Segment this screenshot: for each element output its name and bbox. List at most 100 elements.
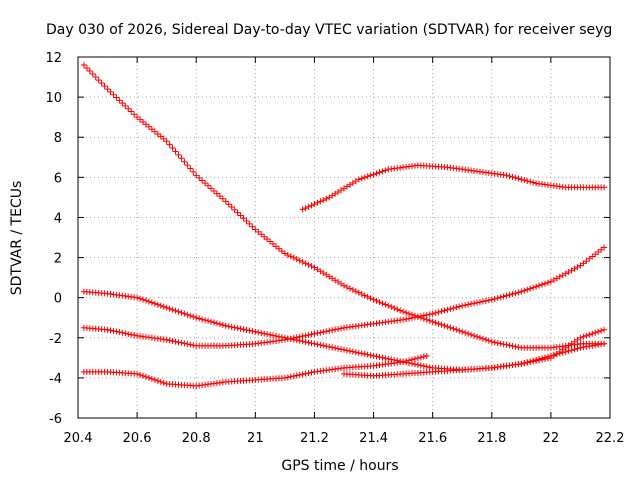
data-point [468, 300, 475, 307]
data-point [488, 338, 495, 345]
data-point [225, 323, 232, 330]
data-point [450, 325, 457, 332]
data-point [544, 355, 551, 362]
data-point [465, 330, 472, 337]
data-point [541, 356, 548, 363]
data-point [358, 291, 365, 298]
data-point [122, 102, 129, 109]
data-point [314, 199, 321, 206]
data-point [373, 170, 380, 177]
data-point [293, 256, 300, 263]
data-point [172, 338, 179, 345]
data-point [284, 336, 291, 343]
data-point [423, 363, 430, 370]
data-point [314, 341, 321, 348]
data-point [246, 220, 253, 227]
data-point [382, 167, 389, 174]
data-point [539, 356, 546, 363]
data-point [515, 289, 522, 296]
data-point [527, 359, 534, 366]
data-point [166, 305, 173, 312]
data-point [320, 342, 327, 349]
data-point [397, 307, 404, 314]
data-point [305, 261, 312, 268]
data-point [134, 370, 141, 377]
data-point [252, 328, 259, 335]
x-tick-label: 21 [247, 431, 264, 446]
data-point [509, 173, 516, 180]
data-point [530, 179, 537, 186]
data-point [388, 303, 395, 310]
data-point [184, 340, 191, 347]
data-point [598, 327, 605, 334]
data-point [213, 190, 220, 197]
data-point [216, 321, 223, 328]
data-point [358, 175, 365, 182]
data-point [249, 223, 256, 230]
data-point [205, 182, 212, 189]
data-point [320, 197, 327, 204]
data-point [414, 355, 421, 362]
data-point [518, 360, 525, 367]
data-point [411, 361, 418, 368]
data-point [267, 331, 274, 338]
series-sat-f [341, 326, 608, 379]
data-point [169, 145, 176, 152]
data-point [284, 251, 291, 258]
data-point [290, 373, 297, 380]
data-point [485, 297, 492, 304]
data-point [231, 206, 238, 213]
data-point [450, 305, 457, 312]
data-point [142, 297, 149, 304]
data-point [544, 279, 551, 286]
data-point [533, 283, 540, 290]
data-point [107, 88, 114, 95]
x-tick-label: 21.4 [359, 431, 388, 446]
data-point [406, 315, 413, 322]
data-point [299, 206, 306, 213]
data-point [113, 328, 120, 335]
data-point [355, 349, 362, 356]
data-point [281, 374, 288, 381]
data-point [506, 173, 513, 180]
data-point [154, 377, 161, 384]
data-point [521, 287, 528, 294]
data-point [485, 337, 492, 344]
data-point [364, 293, 371, 300]
data-point [240, 215, 247, 222]
data-point [426, 311, 433, 318]
data-point [524, 286, 531, 293]
data-point [408, 314, 415, 321]
data-point [411, 355, 418, 362]
data-point [163, 304, 170, 311]
data-point [541, 280, 548, 287]
data-point [571, 346, 578, 353]
data-point [104, 326, 111, 333]
data-point [391, 305, 398, 312]
data-point [86, 68, 93, 75]
data-point [403, 309, 410, 316]
data-point [453, 326, 460, 333]
data-point [329, 344, 336, 351]
series-sat-c [80, 288, 608, 373]
data-point [503, 341, 510, 348]
x-tick-label: 20.4 [64, 431, 93, 446]
data-point [352, 288, 359, 295]
data-point [101, 83, 108, 90]
data-point [601, 340, 608, 347]
chart-title: Day 030 of 2026, Sidereal Day-to-day VTE… [46, 22, 612, 38]
data-point [323, 195, 330, 202]
data-point [539, 281, 546, 288]
data-point [497, 340, 504, 347]
data-point [178, 309, 185, 316]
data-point [128, 108, 135, 115]
data-point [403, 316, 410, 323]
data-point [326, 343, 333, 350]
data-point [110, 327, 117, 334]
data-point [202, 180, 209, 187]
data-point [536, 357, 543, 364]
data-point [293, 334, 300, 341]
data-point [533, 357, 540, 364]
data-point [586, 343, 593, 350]
y-tick-label: 10 [45, 91, 62, 106]
